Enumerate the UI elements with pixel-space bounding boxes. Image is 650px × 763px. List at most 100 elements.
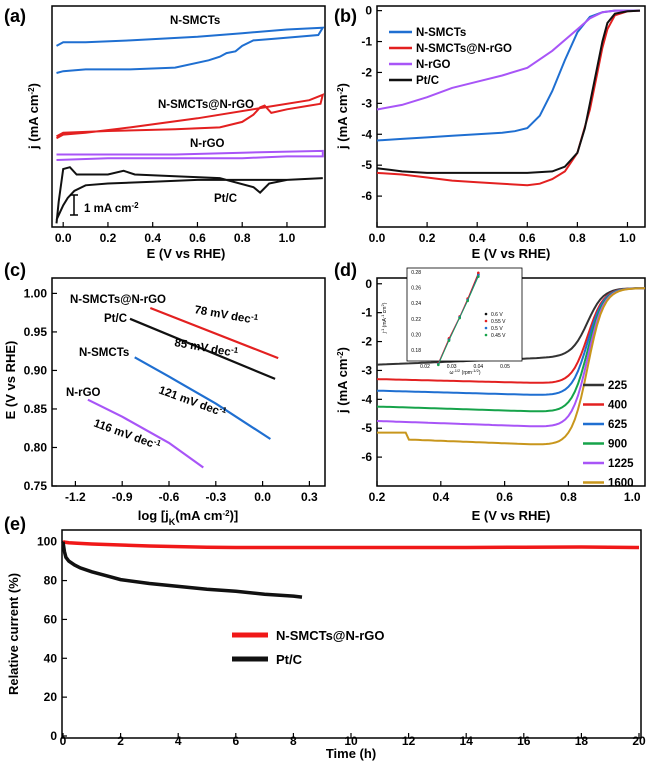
e-xtick-label: 4 bbox=[175, 734, 182, 748]
panel-e-ylabel: Relative current (%) bbox=[6, 573, 21, 695]
b-xtick-label: 0.4 bbox=[469, 231, 486, 245]
e-series-line bbox=[61, 541, 303, 599]
b-series-line bbox=[376, 9, 641, 174]
scale-bar-label: 1 mA cm-2 bbox=[84, 201, 139, 216]
b-ytick-label: -4 bbox=[361, 127, 372, 141]
c-ytick-label: 0.75 bbox=[24, 479, 48, 493]
panel-c-series bbox=[87, 306, 279, 469]
b-legend-label: Pt/C bbox=[416, 75, 439, 87]
panel-c-xlabel: log [jK(mA cm-2)] bbox=[138, 508, 239, 527]
c-series-line bbox=[87, 398, 204, 469]
panel-b-xlabel: E (V vs RHE) bbox=[472, 246, 551, 261]
inset-ticks: 0.02 0.03 0.04 0.05 0.18 0.20 0.22 0.24 0.26 0.28 bbox=[411, 270, 510, 370]
a-series-ptc bbox=[55, 166, 323, 224]
e-xtick-label: 18 bbox=[575, 734, 589, 748]
e-ytick-label: 20 bbox=[44, 690, 58, 704]
panel-d-ticks: 0.2 0.4 0.6 0.8 1.0 0 -1 -2 -3 -4 -5 -6 bbox=[361, 277, 641, 504]
b-legend-label: N-SMCTs@N-rGO bbox=[416, 43, 512, 55]
a-series-nsmctsnrgo bbox=[56, 93, 325, 140]
panel-d-legend: 225 400 625 900 1225 1600 bbox=[583, 380, 634, 490]
panel-d-xlabel: E (V vs RHE) bbox=[472, 508, 551, 523]
a-xtick-label: 0.4 bbox=[144, 231, 161, 245]
panel-b: (b) 0.0 0.2 0.4 0.6 0.8 1.0 0 -1 -2 -3 -4 -5 -6 E (V… bbox=[334, 4, 646, 261]
d-ytick-label: -5 bbox=[361, 421, 372, 435]
d-legend-label: 900 bbox=[608, 439, 627, 451]
a-xtick-label: 0.6 bbox=[189, 231, 206, 245]
panel-c-frame bbox=[51, 277, 326, 487]
b-xtick-label: 0.0 bbox=[369, 231, 386, 245]
panel-a-ticks: 0.0 0.2 0.4 0.6 0.8 1.0 bbox=[55, 222, 296, 245]
e-xtick-label: 10 bbox=[344, 734, 358, 748]
inset-ytick-label: 0.18 bbox=[411, 348, 421, 354]
b-legend-label: N-SMCTs bbox=[416, 27, 466, 39]
a-series-nsmcts bbox=[56, 26, 325, 74]
panel-c-ylabel: E (V vs RHE) bbox=[3, 341, 18, 420]
panel-a-xlabel: E (V vs RHE) bbox=[147, 246, 226, 261]
d-ytick-label: -4 bbox=[361, 392, 372, 406]
panel-c: (c) -1.2 -0.9 -0.6 -0.3 0.0 0.3 0.75 0.80 0.85 0.… bbox=[3, 260, 326, 527]
d-ytick-label: -1 bbox=[361, 306, 372, 320]
d-series-1225 bbox=[376, 287, 646, 428]
b-series-line bbox=[376, 9, 640, 111]
e-ytick-label: 100 bbox=[37, 535, 57, 549]
panel-e-label: (e) bbox=[4, 514, 26, 534]
d-series-900 bbox=[376, 287, 646, 413]
panel-c-name-nrgo: N-rGO bbox=[66, 387, 101, 399]
c-xtick-label: -0.9 bbox=[112, 490, 133, 504]
panel-c-name-nsmcts-nrgo: N-SMCTs@N-rGO bbox=[70, 294, 166, 306]
b-ytick-label: -6 bbox=[361, 189, 372, 203]
d-legend-label: 400 bbox=[608, 400, 627, 412]
inset-point bbox=[477, 275, 480, 278]
c-xtick-label: -1.2 bbox=[65, 490, 86, 504]
d-legend-label: 1600 bbox=[608, 478, 634, 490]
panel-b-series bbox=[376, 9, 641, 187]
inset-legend-label: 0.5 V bbox=[491, 326, 503, 332]
inset-legend-marker bbox=[484, 326, 488, 330]
e-xtick-label: 14 bbox=[460, 734, 474, 748]
panel-b-label: (b) bbox=[334, 6, 357, 26]
c-xtick-label: 0.3 bbox=[301, 490, 318, 504]
d-xtick-label: 0.2 bbox=[369, 490, 386, 504]
panel-a-label-nsmcts-nrgo: N-SMCTs@N-rGO bbox=[158, 99, 254, 111]
e-xtick-label: 8 bbox=[290, 734, 297, 748]
inset-xtick-label: 0.05 bbox=[500, 364, 510, 370]
c-xtick-label: 0.0 bbox=[254, 490, 271, 504]
panel-e: (e) 0 2 4 6 8 10 12 14 16 18 20 0 20 40 60 80 100 Time (… bbox=[4, 514, 646, 761]
d-ytick-label: -3 bbox=[361, 363, 372, 377]
inset-point bbox=[437, 363, 440, 367]
e-xtick-label: 20 bbox=[632, 734, 646, 748]
inset-legend-label: 0.45 V bbox=[491, 333, 506, 339]
c-xtick-label: -0.6 bbox=[159, 490, 180, 504]
inset-legend-marker bbox=[484, 312, 488, 316]
inset-legend-marker bbox=[484, 333, 488, 337]
panel-a-ylabel: j (mA cm-2) bbox=[26, 83, 41, 150]
inset-point bbox=[458, 316, 461, 320]
b-ytick-label: -5 bbox=[361, 158, 372, 172]
c-ytick-label: 0.95 bbox=[24, 325, 48, 339]
inset-legend-marker bbox=[484, 319, 488, 323]
inset-point bbox=[466, 299, 469, 303]
e-ytick-label: 60 bbox=[44, 612, 58, 626]
panel-b-legend: N-SMCTs N-SMCTs@N-rGO N-rGO Pt/C bbox=[389, 27, 512, 87]
e-ytick-label: 0 bbox=[50, 729, 57, 743]
b-ytick-label: 0 bbox=[365, 4, 372, 18]
e-series-line bbox=[62, 540, 640, 550]
e-xtick-label: 16 bbox=[517, 734, 531, 748]
d-ytick-label: -6 bbox=[361, 450, 372, 464]
a-xtick-label: 0.8 bbox=[234, 231, 251, 245]
inset-xtick-label: 0.03 bbox=[447, 364, 457, 370]
d-xtick-label: 0.8 bbox=[560, 490, 577, 504]
inset-point bbox=[447, 339, 451, 342]
c-series-line bbox=[149, 306, 279, 360]
panel-a: (a) 0.0 0.2 0.4 0.6 0.8 1.0 E (V vs RHE) j (m… bbox=[4, 5, 326, 261]
panel-c-ticks: -1.2 -0.9 -0.6 -0.3 0.0 0.3 0.75 0.80 0.85 0.90 0.… bbox=[24, 286, 318, 504]
panel-d-ylabel: j (mA cm-2) bbox=[335, 347, 350, 414]
panel-b-frame bbox=[376, 5, 646, 228]
b-ytick-label: -2 bbox=[361, 65, 372, 79]
a-xtick-label: 0.0 bbox=[55, 231, 72, 245]
inset-xtick-label: 0.02 bbox=[420, 364, 430, 370]
d-series-400 bbox=[376, 287, 645, 384]
c-ytick-label: 0.85 bbox=[24, 402, 48, 416]
panel-a-series bbox=[55, 26, 325, 224]
